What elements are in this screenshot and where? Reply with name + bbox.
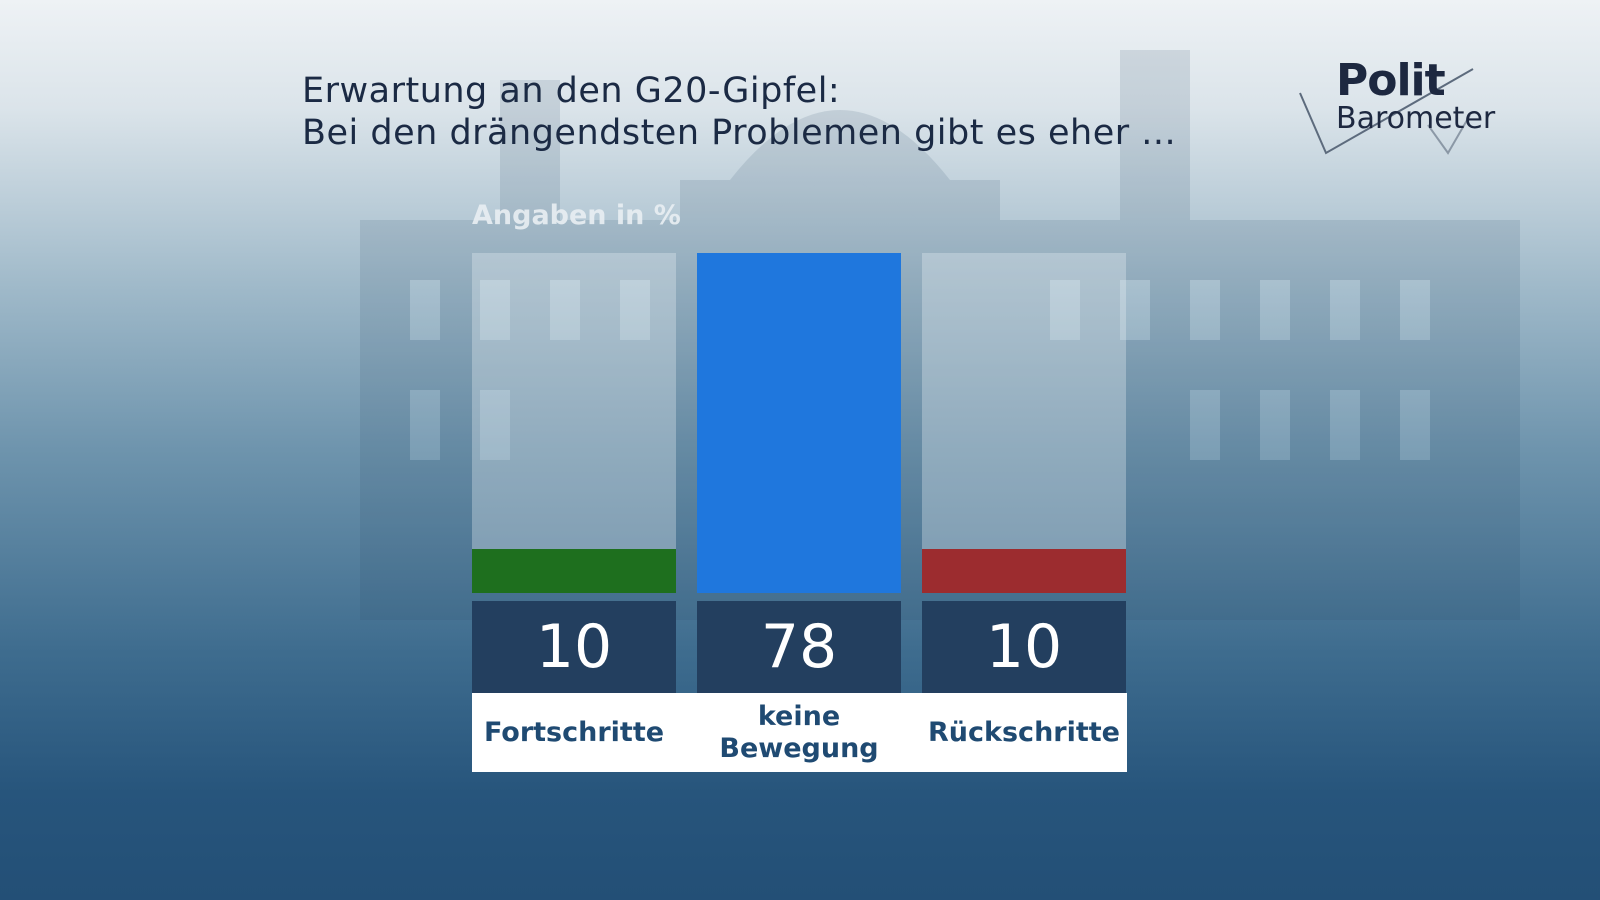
bar-rueckschritte <box>922 549 1126 593</box>
chart-title: Erwartung an den G20-Gipfel: Bei den drä… <box>302 70 1176 154</box>
category-label-rueckschritte: Rückschritte <box>928 716 1120 748</box>
logo-barometer-text: Barometer <box>1336 101 1496 136</box>
chart-title-line2: Bei den drängendsten Problemen gibt es e… <box>302 113 1177 153</box>
value-label-rueckschritte: 10 <box>922 601 1126 693</box>
category-label-keine-bewegung: keine Bewegung <box>719 700 879 764</box>
bar-track-fortschritte <box>472 253 676 593</box>
value-label-keine-bewegung: 78 <box>697 601 901 693</box>
bar-fortschritte <box>472 549 676 593</box>
category-label-fortschritte: Fortschritte <box>483 716 665 748</box>
bar-group-fortschritte: 10 Fortschritte <box>472 253 676 772</box>
bar-track-rueckschritte <box>922 253 1126 593</box>
bar-group-rueckschritte: 10 Rückschritte <box>922 253 1126 772</box>
logo-checkmark-icon <box>1299 68 1474 155</box>
y-axis-unit-label: Angaben in % <box>472 200 681 231</box>
bar-group-keine-bewegung: 78 keine Bewegung <box>697 253 901 772</box>
logo-polit-text: Polit <box>1336 55 1446 106</box>
category-label-strip <box>472 693 1127 772</box>
chart-title-line1: Erwartung an den G20-Gipfel: <box>302 71 841 111</box>
politbarometer-logo: Polit Barometer <box>1298 55 1508 160</box>
bar-keine-bewegung <box>697 253 901 593</box>
value-label-fortschritte: 10 <box>472 601 676 693</box>
